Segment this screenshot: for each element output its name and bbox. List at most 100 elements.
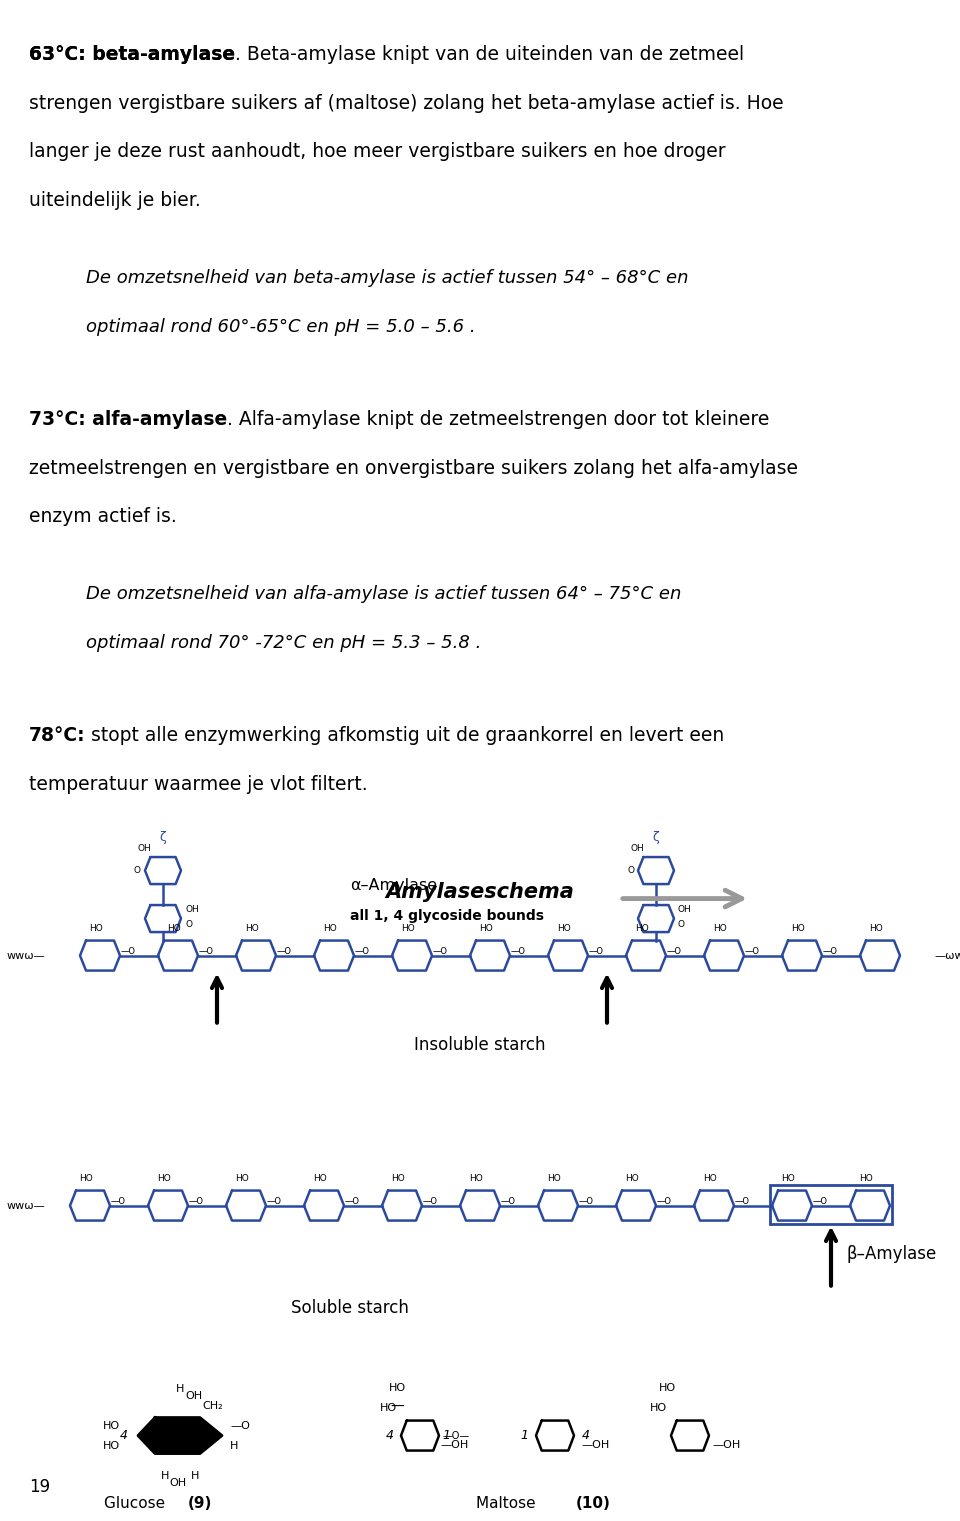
Text: HO: HO <box>869 923 883 932</box>
Text: —O: —O <box>813 1197 828 1206</box>
Text: uiteindelijk je bier.: uiteindelijk je bier. <box>29 192 201 210</box>
Text: —O: —O <box>110 1197 126 1206</box>
Text: CH₂: CH₂ <box>202 1401 223 1410</box>
Text: 63°C: beta-amylase: 63°C: beta-amylase <box>29 46 235 64</box>
Text: OH: OH <box>678 905 692 914</box>
Text: HO: HO <box>79 1174 93 1182</box>
Text: temperatuur waarmee je vlot filtert.: temperatuur waarmee je vlot filtert. <box>29 776 368 794</box>
Text: (9): (9) <box>188 1495 212 1510</box>
Text: 1: 1 <box>520 1430 528 1442</box>
Text: HO: HO <box>859 1174 873 1182</box>
Text: HO: HO <box>167 923 180 932</box>
Text: HO: HO <box>547 1174 561 1182</box>
Text: —O: —O <box>745 948 759 957</box>
Text: OH: OH <box>137 844 151 853</box>
Text: H: H <box>230 1440 238 1451</box>
Text: HO: HO <box>479 923 492 932</box>
Text: HO: HO <box>103 1440 120 1451</box>
Text: OH: OH <box>185 1390 203 1401</box>
Text: —OH: —OH <box>712 1439 741 1450</box>
Text: O: O <box>627 865 634 875</box>
Text: —OH: —OH <box>441 1439 469 1450</box>
Text: —O: —O <box>823 948 838 957</box>
Text: H: H <box>176 1384 184 1393</box>
Text: —O: —O <box>501 1197 516 1206</box>
Text: 4: 4 <box>582 1430 589 1442</box>
Polygon shape <box>138 1418 222 1454</box>
Text: optimaal rond 70° -72°C en pH = 5.3 – 5.8 .: optimaal rond 70° -72°C en pH = 5.3 – 5.… <box>86 634 482 653</box>
Text: —O: —O <box>511 948 526 957</box>
Text: OH: OH <box>631 844 644 853</box>
Text: —O: —O <box>734 1197 750 1206</box>
Text: HO: HO <box>103 1421 120 1431</box>
Text: ζ: ζ <box>653 830 660 844</box>
Text: —O: —O <box>657 1197 672 1206</box>
Text: β–Amylase: β–Amylase <box>846 1244 936 1262</box>
Text: Insoluble starch: Insoluble starch <box>415 1036 545 1054</box>
Text: —O: —O <box>422 1197 438 1206</box>
Text: HO: HO <box>389 1383 406 1393</box>
Text: —OH: —OH <box>582 1439 610 1450</box>
Text: HO: HO <box>713 923 727 932</box>
Text: OH: OH <box>185 905 199 914</box>
Text: —O: —O <box>433 948 447 957</box>
Text: HO: HO <box>89 923 103 932</box>
Text: —O—: —O— <box>443 1431 470 1440</box>
Text: HO: HO <box>659 1383 676 1393</box>
Text: —ωww: —ωww <box>934 951 960 961</box>
Text: zetmeelstrengen en vergistbare en onvergistbare suikers zolang het alfa-amylase: zetmeelstrengen en vergistbare en onverg… <box>29 459 798 478</box>
Text: HO: HO <box>636 923 649 932</box>
Text: HO: HO <box>791 923 804 932</box>
Text: wwω—: wwω— <box>7 1200 45 1211</box>
Text: OH: OH <box>169 1477 186 1488</box>
Text: De omzetsnelheid van alfa-amylase is actief tussen 64° – 75°C en: De omzetsnelheid van alfa-amylase is act… <box>86 586 682 604</box>
Text: —O: —O <box>230 1421 250 1431</box>
Text: HO: HO <box>625 1174 638 1182</box>
Text: —O: —O <box>345 1197 360 1206</box>
Text: —O: —O <box>588 948 604 957</box>
Text: H: H <box>161 1471 169 1480</box>
Text: O: O <box>678 920 685 929</box>
Text: HO: HO <box>157 1174 171 1182</box>
Text: stopt alle enzymwerking afkomstig uit de graankorrel en levert een: stopt alle enzymwerking afkomstig uit de… <box>85 727 725 745</box>
Text: 78°C:: 78°C: <box>29 727 85 745</box>
Text: HO: HO <box>401 923 415 932</box>
Text: strengen vergistbare suikers af (maltose) zolang het beta-amylase actief is. Hoe: strengen vergistbare suikers af (maltose… <box>29 94 783 113</box>
Text: H: H <box>191 1471 199 1480</box>
Text: HO: HO <box>324 923 337 932</box>
Text: —O: —O <box>267 1197 282 1206</box>
Bar <box>770 1185 892 1223</box>
Text: —: — <box>391 1399 404 1413</box>
Text: HO: HO <box>245 923 259 932</box>
Text: Amylaseschema: Amylaseschema <box>386 882 574 902</box>
Text: —O: —O <box>199 948 214 957</box>
Text: . Alfa-amylase knipt de zetmeelstrengen door tot kleinere: . Alfa-amylase knipt de zetmeelstrengen … <box>228 411 769 429</box>
Text: —O: —O <box>667 948 682 957</box>
Text: enzym actief is.: enzym actief is. <box>29 508 177 526</box>
Text: all 1, 4 glycoside bounds: all 1, 4 glycoside bounds <box>350 908 544 923</box>
Text: 19: 19 <box>29 1478 50 1497</box>
Text: wwω—: wwω— <box>7 951 45 961</box>
Text: De omzetsnelheid van beta-amylase is actief tussen 54° – 68°C en: De omzetsnelheid van beta-amylase is act… <box>86 269 689 287</box>
Text: O: O <box>185 920 192 929</box>
Text: HO: HO <box>781 1174 795 1182</box>
Text: HO: HO <box>469 1174 483 1182</box>
Text: HO: HO <box>235 1174 249 1182</box>
Text: (10): (10) <box>576 1495 611 1510</box>
Text: Glucose: Glucose <box>104 1495 170 1510</box>
Text: —O: —O <box>189 1197 204 1206</box>
Text: 4: 4 <box>120 1430 128 1442</box>
Text: —O: —O <box>276 948 292 957</box>
Text: Soluble starch: Soluble starch <box>291 1299 409 1317</box>
Text: —O: —O <box>579 1197 594 1206</box>
Text: HO: HO <box>391 1174 405 1182</box>
Text: 4: 4 <box>385 1430 394 1442</box>
Text: O: O <box>134 865 141 875</box>
Text: 1: 1 <box>443 1430 451 1442</box>
Text: ζ: ζ <box>159 830 166 844</box>
Text: HO: HO <box>650 1402 667 1413</box>
Text: . Beta-amylase knipt van de uiteinden van de zetmeel: . Beta-amylase knipt van de uiteinden va… <box>235 46 744 64</box>
Text: 63°C: beta-amylase: 63°C: beta-amylase <box>29 46 235 64</box>
Text: HO: HO <box>557 923 571 932</box>
Text: —O: —O <box>355 948 370 957</box>
